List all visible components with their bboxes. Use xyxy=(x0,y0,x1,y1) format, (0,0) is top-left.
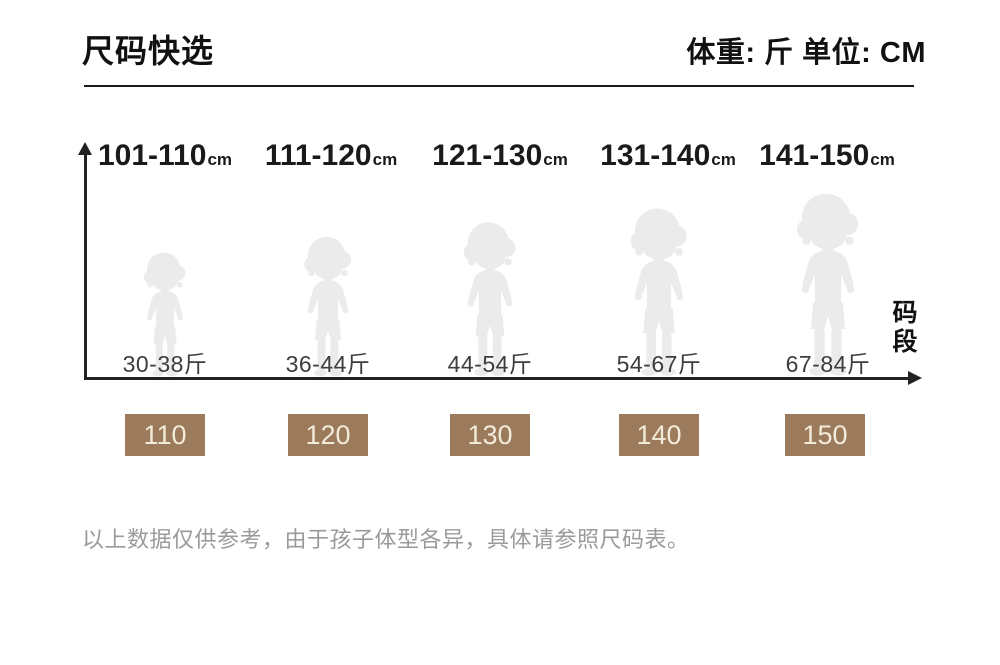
weight-range-label: 36-44斤 xyxy=(285,351,371,377)
height-range-label: 121-130cm xyxy=(432,139,568,173)
disclaimer-note: 以上数据仅供参考，由于孩子体型各异，具体请参照尺码表。 xyxy=(82,527,690,552)
x-axis-arrow-icon xyxy=(908,371,922,385)
height-range-value: 141-150 xyxy=(759,139,870,172)
size-badge: 150 xyxy=(785,414,865,456)
height-unit: cm xyxy=(711,150,736,169)
x-axis xyxy=(84,377,910,380)
unit-note: 体重: 斤 单位: CM xyxy=(686,37,926,69)
height-range-label: 111-120cm xyxy=(265,139,397,173)
height-range-label: 101-110cm xyxy=(98,139,232,173)
height-range-value: 131-140 xyxy=(600,139,711,172)
height-unit: cm xyxy=(207,150,233,169)
size-badge: 130 xyxy=(450,414,530,456)
height-range-label: 141-150cm xyxy=(759,139,895,173)
height-range-value: 111-120 xyxy=(264,139,372,172)
header-divider xyxy=(84,85,914,87)
height-unit: cm xyxy=(543,150,568,169)
weight-range-label: 67-84斤 xyxy=(785,351,871,377)
weight-range-label: 44-54斤 xyxy=(447,351,533,377)
y-axis xyxy=(84,154,87,380)
height-range-value: 121-130 xyxy=(432,139,543,172)
height-unit: cm xyxy=(870,150,895,169)
height-range-label: 131-140cm xyxy=(600,139,736,173)
size-badge: 120 xyxy=(288,414,368,456)
page-title: 尺码快选 xyxy=(82,33,215,69)
size-badge: 140 xyxy=(619,414,699,456)
height-range-value: 101-110 xyxy=(97,139,207,172)
weight-range-label: 30-38斤 xyxy=(122,351,208,377)
y-axis-arrow-icon xyxy=(78,142,92,155)
height-unit: cm xyxy=(372,150,398,169)
x-axis-label: 码段 xyxy=(889,299,917,357)
weight-range-label: 54-67斤 xyxy=(616,351,702,377)
size-badge: 110 xyxy=(125,414,205,456)
